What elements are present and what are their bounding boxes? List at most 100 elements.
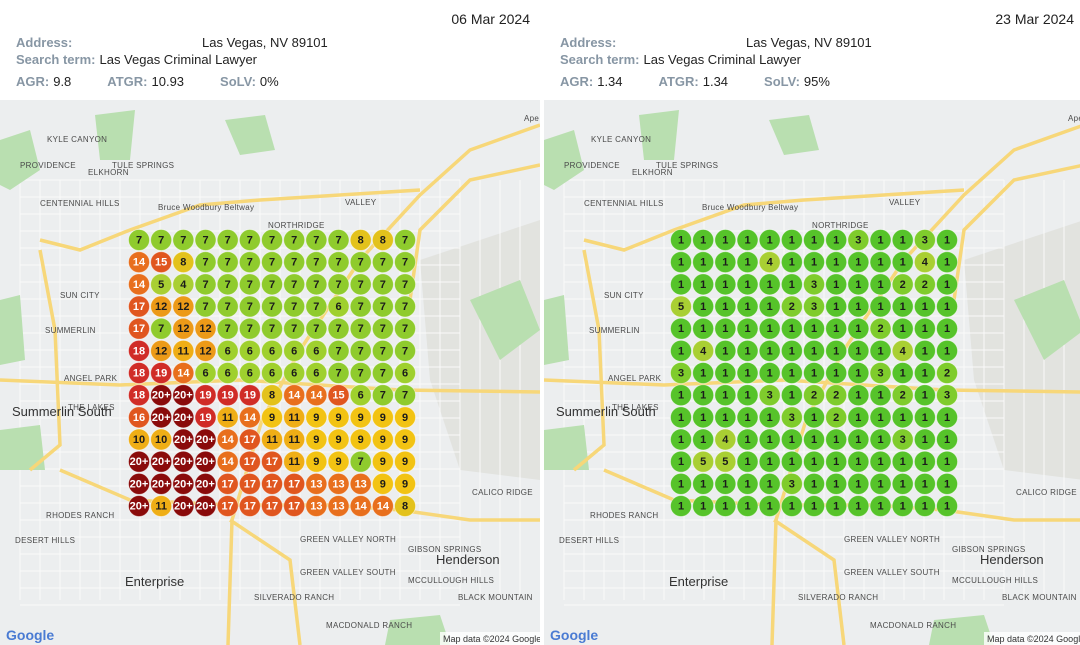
map-label: SILVERADO RANCH — [254, 593, 334, 602]
rank-marker — [327, 450, 350, 473]
rank-label: 1 — [877, 390, 883, 402]
rank-marker — [714, 472, 737, 495]
rank-marker — [714, 406, 737, 429]
rank-marker — [349, 450, 372, 473]
rank-marker — [758, 406, 781, 429]
rank-marker — [825, 428, 848, 451]
rank-marker — [847, 472, 870, 495]
rank-label: 20+ — [174, 390, 193, 402]
rank-marker — [847, 362, 870, 384]
rank-label: 17 — [288, 501, 300, 513]
rank-marker — [327, 317, 350, 340]
rank-marker — [736, 273, 759, 296]
rank-label: 7 — [402, 235, 408, 247]
rank-label: 12 — [177, 323, 189, 335]
metric-value: 1.34 — [597, 74, 622, 89]
map-label: ANGEL PARK — [64, 374, 118, 383]
map-label: Summerlin South — [12, 404, 112, 419]
rank-label: 1 — [922, 434, 928, 446]
rank-marker — [216, 295, 239, 318]
highway — [583, 188, 965, 252]
rank-label: 1 — [744, 434, 750, 446]
rank-label: 1 — [833, 434, 839, 446]
rank-marker — [825, 384, 848, 407]
rank-marker — [913, 450, 936, 473]
rank-marker — [869, 384, 892, 407]
rank-label: 11 — [288, 434, 300, 446]
rank-marker — [238, 495, 261, 517]
rank-label: 12 — [177, 301, 189, 313]
rank-marker — [283, 428, 306, 451]
rank-label: 10 — [155, 434, 167, 446]
rank-label: 14 — [355, 501, 368, 513]
rank-label: 17 — [266, 501, 278, 513]
highway — [229, 518, 302, 645]
rank-label: 1 — [744, 390, 750, 402]
rank-marker — [736, 317, 759, 340]
rank-label: 7 — [202, 257, 208, 269]
map-label: GREEN VALLEY NORTH — [844, 535, 940, 544]
rank-marker — [128, 339, 150, 362]
rank-marker — [172, 273, 195, 296]
rank-marker — [283, 362, 306, 384]
rank-marker — [305, 472, 328, 495]
rank-label: 7 — [313, 279, 319, 291]
rank-marker — [305, 384, 328, 407]
rank-marker — [803, 384, 825, 407]
rank-marker — [780, 384, 803, 407]
rank-marker — [670, 251, 692, 274]
rank-marker — [327, 295, 350, 318]
rank-label: 2 — [833, 412, 839, 424]
rank-label: 1 — [855, 501, 861, 513]
rank-marker — [891, 406, 914, 429]
rank-marker — [172, 450, 195, 473]
map-label: CALICO RIDGE — [472, 488, 533, 497]
rank-label: 7 — [335, 323, 341, 335]
rank-marker — [736, 495, 759, 517]
rank-label: 14 — [377, 501, 390, 513]
rank-label: 1 — [744, 368, 750, 380]
metric-value: 95% — [804, 74, 830, 89]
rank-label: 2 — [900, 390, 906, 402]
rank-label: 17 — [288, 478, 300, 490]
rank-label: 20+ — [152, 412, 171, 424]
rank-marker — [172, 339, 195, 362]
rank-marker — [327, 428, 350, 451]
rank-marker — [371, 428, 394, 451]
rank-marker — [261, 229, 283, 251]
rank-marker — [714, 428, 737, 451]
rank-label: 3 — [855, 235, 861, 247]
rank-label: 7 — [380, 390, 386, 402]
rank-label: 1 — [811, 412, 817, 424]
rank-marker — [847, 339, 870, 362]
rank-label: 1 — [811, 501, 817, 513]
rank-marker — [327, 229, 350, 251]
rank-marker — [891, 339, 914, 362]
rank-label: 1 — [944, 345, 950, 357]
rank-marker — [283, 339, 306, 362]
rank-marker — [913, 495, 936, 517]
rank-marker — [305, 339, 328, 362]
rank-marker — [283, 251, 306, 274]
rank-marker — [216, 450, 239, 473]
rank-marker — [261, 472, 283, 495]
rank-label: 3 — [811, 301, 817, 313]
rank-label: 1 — [833, 456, 839, 468]
rank-label: 14 — [133, 279, 146, 291]
rank-marker — [692, 362, 715, 384]
map-label: ELKHORN — [632, 168, 673, 177]
map: KYLE CANYON PROVIDENCE TULE SPRINGSELKHORN… — [0, 100, 540, 645]
rank-label: 1 — [744, 323, 750, 335]
rank-marker — [891, 251, 914, 274]
rank-marker — [371, 295, 394, 318]
map-label: ELKHORN — [88, 168, 129, 177]
metric-value: 1.34 — [703, 74, 728, 89]
rank-marker — [194, 229, 217, 251]
rank-marker — [327, 339, 350, 362]
rank-label: 7 — [202, 235, 208, 247]
rank-marker — [913, 384, 936, 407]
rank-label: 1 — [900, 412, 906, 424]
rank-marker — [736, 384, 759, 407]
rank-marker — [261, 295, 283, 318]
